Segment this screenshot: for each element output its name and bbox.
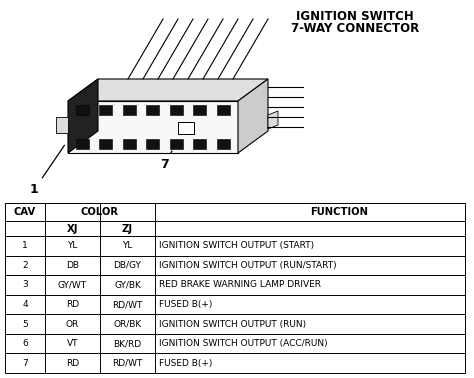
- Text: RD: RD: [66, 300, 79, 309]
- Bar: [193, 105, 207, 115]
- Bar: [146, 105, 159, 115]
- Polygon shape: [68, 79, 268, 101]
- Text: COLOR: COLOR: [81, 207, 119, 217]
- Text: CAV: CAV: [14, 207, 36, 217]
- Bar: [170, 105, 183, 115]
- Text: 3: 3: [22, 280, 28, 290]
- Polygon shape: [68, 79, 98, 153]
- Text: IGNITION SWITCH OUTPUT (RUN/START): IGNITION SWITCH OUTPUT (RUN/START): [159, 261, 337, 270]
- Text: RED BRAKE WARNING LAMP DRIVER: RED BRAKE WARNING LAMP DRIVER: [159, 280, 321, 290]
- Bar: [56, 117, 68, 133]
- Text: 6: 6: [22, 339, 28, 348]
- Polygon shape: [268, 111, 278, 129]
- Text: GY/WT: GY/WT: [58, 280, 87, 290]
- Polygon shape: [68, 101, 238, 153]
- Text: IGNITION SWITCH OUTPUT (START): IGNITION SWITCH OUTPUT (START): [159, 241, 314, 250]
- Text: YL: YL: [122, 241, 133, 250]
- Text: OR/BK: OR/BK: [113, 319, 142, 328]
- Bar: [146, 139, 159, 149]
- Text: IGNITION SWITCH OUTPUT (RUN): IGNITION SWITCH OUTPUT (RUN): [159, 319, 306, 328]
- Text: FUSED B(+): FUSED B(+): [159, 359, 212, 368]
- Bar: [76, 139, 89, 149]
- Bar: [5, 203, 465, 373]
- Text: 7: 7: [22, 359, 28, 368]
- Text: 1: 1: [22, 241, 28, 250]
- Bar: [100, 139, 112, 149]
- Text: 4: 4: [22, 300, 28, 309]
- Bar: [100, 105, 112, 115]
- Text: 7: 7: [160, 151, 172, 171]
- Text: RD/WT: RD/WT: [112, 300, 143, 309]
- Text: IGNITION SWITCH: IGNITION SWITCH: [296, 9, 414, 23]
- Bar: [123, 139, 136, 149]
- Text: YL: YL: [67, 241, 78, 250]
- Bar: [178, 122, 194, 134]
- Text: VT: VT: [67, 339, 78, 348]
- Bar: [217, 105, 230, 115]
- Text: XJ: XJ: [67, 223, 78, 234]
- Text: OR: OR: [66, 319, 79, 328]
- Bar: [170, 139, 183, 149]
- Polygon shape: [238, 79, 268, 153]
- Text: DB/GY: DB/GY: [114, 261, 141, 270]
- Bar: [123, 105, 136, 115]
- Text: 2: 2: [22, 261, 28, 270]
- Text: 1: 1: [30, 145, 64, 196]
- Text: GY/BK: GY/BK: [114, 280, 141, 290]
- Text: DB: DB: [66, 261, 79, 270]
- Text: 5: 5: [22, 319, 28, 328]
- Text: FUNCTION: FUNCTION: [310, 207, 368, 217]
- Bar: [193, 139, 207, 149]
- Text: ZJ: ZJ: [122, 223, 133, 234]
- Text: FUSED B(+): FUSED B(+): [159, 300, 212, 309]
- Text: BK/RD: BK/RD: [113, 339, 142, 348]
- Bar: [217, 139, 230, 149]
- Text: IGNITION SWITCH OUTPUT (ACC/RUN): IGNITION SWITCH OUTPUT (ACC/RUN): [159, 339, 328, 348]
- Bar: [76, 105, 89, 115]
- Text: RD: RD: [66, 359, 79, 368]
- Text: 7-WAY CONNECTOR: 7-WAY CONNECTOR: [291, 23, 419, 36]
- Text: RD/WT: RD/WT: [112, 359, 143, 368]
